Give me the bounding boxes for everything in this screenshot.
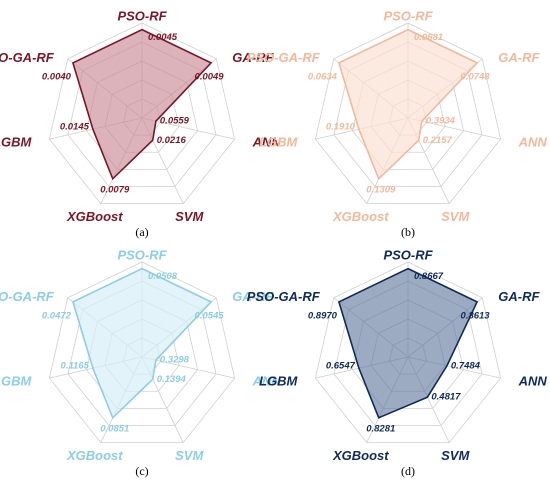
axis-label-pso-ga-rf: PSO-GA-RF xyxy=(247,289,321,304)
grid-ring xyxy=(314,22,502,204)
value-label: 0.0040 xyxy=(42,71,72,82)
grid-ring xyxy=(48,261,236,443)
axis-label-lgbm: LGBM xyxy=(0,135,33,150)
value-label: 0.3298 xyxy=(160,355,190,366)
axis-label-xgboost: XGBoost xyxy=(332,209,389,224)
radar-panel: PSO-RF GA-RF ANN SVM XGBoost LGBM PSO-GA-RF 0.0… xyxy=(0,247,281,478)
value-label: 0.2157 xyxy=(423,135,453,146)
panel-label: (a) xyxy=(135,225,148,239)
value-label: 0.3934 xyxy=(426,116,456,127)
panel-label: (c) xyxy=(135,464,148,478)
axis-label-xgboost: XGBoost xyxy=(66,209,123,224)
value-label: 0.0681 xyxy=(414,32,443,43)
axis-label-lgbm: LGBM xyxy=(259,135,298,150)
axis-label-pso-ga-rf: PSO-GA-RF xyxy=(0,50,55,65)
value-label: 0.8281 xyxy=(366,423,395,434)
value-label: 0.0079 xyxy=(100,184,130,195)
value-label: 0.1165 xyxy=(61,361,90,372)
value-label: 0.0145 xyxy=(60,122,90,133)
value-label: 0.0634 xyxy=(308,71,338,82)
axis-label-svm: SVM xyxy=(441,209,470,224)
value-label: 0.4817 xyxy=(431,392,461,403)
axis-label-pso-rf: PSO-RF xyxy=(117,8,167,23)
axis-label-pso-ga-rf: PSO-GA-RF xyxy=(0,289,55,304)
axis-label-ann: ANN xyxy=(252,374,282,389)
axis-label-pso-rf: PSO-RF xyxy=(383,247,433,262)
axis-label-ga-rf: GA-RF xyxy=(498,289,540,304)
value-label: 0.0545 xyxy=(195,310,225,321)
value-label: 0.6547 xyxy=(326,361,356,372)
series-area xyxy=(71,28,213,181)
series-area xyxy=(71,267,213,420)
grid-spoke xyxy=(141,117,235,140)
value-label: 0.1910 xyxy=(326,122,356,133)
series-area xyxy=(337,267,479,419)
panel-label: (b) xyxy=(401,225,415,239)
value-label: 0.7484 xyxy=(451,360,481,371)
value-label: 0.0045 xyxy=(148,32,178,43)
value-label: 0.1394 xyxy=(157,374,187,385)
axis-label-lgbm: LGBM xyxy=(259,374,298,389)
grid-spoke xyxy=(407,117,501,140)
grid-spoke xyxy=(141,356,235,379)
axis-label-ga-rf: GA-RF xyxy=(232,50,274,65)
series-area xyxy=(337,28,479,181)
value-label: 0.0559 xyxy=(160,116,190,127)
value-label: 0.0216 xyxy=(157,135,187,146)
value-label: 0.0851 xyxy=(100,423,129,434)
radar-panel: PSO-RF GA-RF ANN SVM XGBoost LGBM PSO-GA-RF 0.8… xyxy=(247,247,548,478)
axis-label-pso-rf: PSO-RF xyxy=(117,247,167,262)
grid-ring xyxy=(48,22,236,204)
axis-label-xgboost: XGBoost xyxy=(66,448,123,463)
axis-label-svm: SVM xyxy=(175,448,204,463)
axis-label-svm: SVM xyxy=(441,448,470,463)
axis-label-xgboost: XGBoost xyxy=(332,448,389,463)
axis-label-ann: ANN xyxy=(252,135,282,150)
axis-label-pso-ga-rf: PSO-GA-RF xyxy=(247,50,321,65)
axis-label-ann: ANN xyxy=(518,374,548,389)
axis-label-ga-rf: GA-RF xyxy=(498,50,540,65)
value-label: 0.8613 xyxy=(461,310,491,321)
axis-label-svm: SVM xyxy=(175,209,204,224)
axis-label-pso-rf: PSO-RF xyxy=(383,8,433,23)
value-label: 0.1309 xyxy=(366,184,396,195)
grid-ring xyxy=(314,261,502,443)
value-label: 0.0508 xyxy=(148,271,178,282)
axis-label-ann: ANN xyxy=(518,135,548,150)
axis-label-ga-rf: GA-RF xyxy=(232,289,274,304)
radar-panel: PSO-RF GA-RF ANN SVM XGBoost LGBM PSO-GA-RF 0.0… xyxy=(0,8,281,239)
value-label: 0.0748 xyxy=(461,71,491,82)
panel-label: (d) xyxy=(401,464,415,478)
value-label: 0.0049 xyxy=(195,71,225,82)
radar-panel: PSO-RF GA-RF ANN SVM XGBoost LGBM PSO-GA-RF 0.0… xyxy=(247,8,548,239)
value-label: 0.8667 xyxy=(414,271,444,282)
value-label: 0.8970 xyxy=(308,310,338,321)
axis-label-lgbm: LGBM xyxy=(0,374,33,389)
value-label: 0.0472 xyxy=(42,310,72,321)
